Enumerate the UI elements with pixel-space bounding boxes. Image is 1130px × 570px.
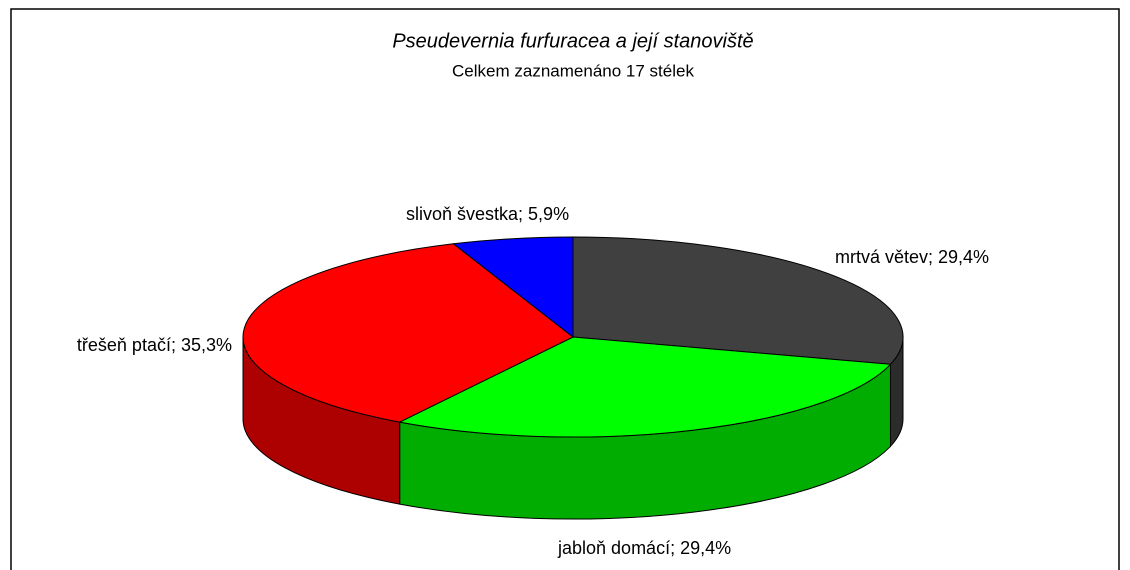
slice-labels: mrtvá větev; 29,4% jabloň domácí; 29,4% tř…: [77, 204, 989, 558]
chart-subtitle: Celkem zaznamenáno 17 stélek: [452, 61, 694, 80]
chart-title: Pseudevernia furfuracea a její stanovišt…: [392, 30, 753, 52]
slice-label: slivoň švestka; 5,9%: [406, 204, 569, 224]
pie-sides: [242, 336, 904, 520]
slice-label: třešeň ptačí; 35,3%: [77, 335, 232, 355]
slice-label: mrtvá větev; 29,4%: [835, 247, 989, 267]
slice-label: jabloň domácí; 29,4%: [557, 538, 731, 558]
slice: [242, 243, 574, 423]
slice: [572, 236, 904, 365]
pie-tops: [242, 236, 904, 438]
slice: [452, 236, 574, 339]
